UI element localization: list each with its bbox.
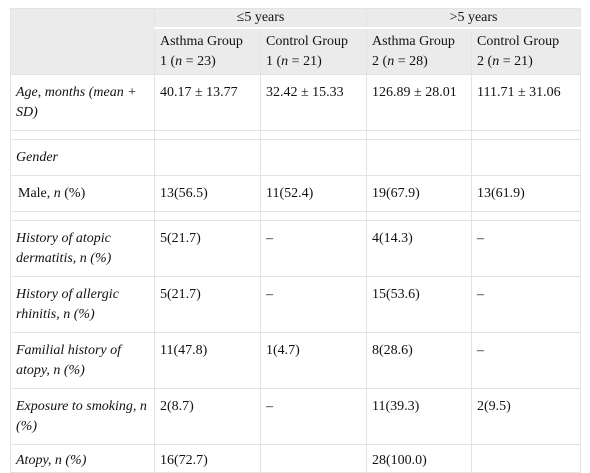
table-container: ≤5 years >5 years Asthma Group 1 (n = 23… (10, 8, 582, 473)
row-label-age: Age, months (mean + SD) (10, 73, 155, 131)
header-col-line1: Control Group (477, 34, 560, 49)
header-col-line2-suffix: = 28) (394, 54, 428, 69)
header-asthma-group-1: Asthma Group 1 (n = 23) (154, 27, 261, 75)
cell-at-control-1 (259, 443, 368, 473)
cell-sm-control-2: 2(9.5) (471, 387, 582, 445)
cell-ad-asthma-1: 5(21.7) (154, 219, 261, 277)
cell-age-control-2: 111.71 ± 31.06 (471, 73, 582, 131)
table-row-male: Male, n (%) 13(56.5) 11(52.4) 19(67.9) 1… (10, 174, 582, 212)
table-row-allergic-rhinitis: History of allergic rhinitis, n (%) 5(21… (10, 275, 582, 333)
header-col-n: n (175, 54, 183, 69)
table-body: Age, months (mean + SD) 40.17 ± 13.77 32… (10, 73, 582, 473)
header-col-n: n (281, 54, 289, 69)
cell-sm-asthma-1: 2(8.7) (154, 387, 261, 445)
cell-fa-asthma-2: 8(28.6) (366, 331, 473, 389)
spacer-cell (471, 210, 582, 221)
table-row-spacer (10, 129, 582, 140)
cell-fa-control-1: 1(4.7) (259, 331, 368, 389)
spacer-cell (154, 129, 261, 140)
cell-male-control-1: 11(52.4) (259, 174, 368, 212)
table-row-atopy: Atopy, n (%) 16(72.7) 28(100.0) (10, 443, 582, 473)
header-group-gt5: >5 years (366, 8, 582, 29)
header-col-line2-suffix: = 23) (182, 54, 216, 69)
header-col-line2-prefix: 1 ( (266, 54, 282, 69)
row-label-male: Male, n (%) (10, 174, 155, 212)
cell-empty (154, 138, 261, 176)
table-row-smoking: Exposure to smoking, n (%) 2(8.7) – 11(3… (10, 387, 582, 445)
cell-ar-asthma-1: 5(21.7) (154, 275, 261, 333)
cell-age-control-1: 32.42 ± 15.33 (259, 73, 368, 131)
table-row-gender: Gender (10, 138, 582, 176)
header-col-line2-suffix: = 21) (499, 54, 533, 69)
cell-empty (259, 138, 368, 176)
row-label-male-prefix: Male, (18, 185, 54, 201)
cell-male-asthma-1: 13(56.5) (154, 174, 261, 212)
header-control-group-1: Control Group 1 (n = 21) (259, 27, 368, 75)
row-label-male-n: n (53, 185, 61, 201)
spacer-cell (259, 210, 368, 221)
cell-ar-control-2: – (471, 275, 582, 333)
spacer-cell (10, 129, 155, 140)
cell-age-asthma-2: 126.89 ± 28.01 (366, 73, 473, 131)
cell-sm-control-1: – (259, 387, 368, 445)
spacer-cell (471, 129, 582, 140)
header-col-line2-prefix: 1 ( (160, 54, 176, 69)
cell-age-asthma-1: 40.17 ± 13.77 (154, 73, 261, 131)
cell-empty (471, 138, 582, 176)
header-col-line1: Asthma Group (160, 34, 243, 49)
header-row-groups: ≤5 years >5 years (10, 8, 582, 75)
table-row-age: Age, months (mean + SD) 40.17 ± 13.77 32… (10, 73, 582, 131)
spacer-cell (154, 210, 261, 221)
header-col-n: n (387, 54, 395, 69)
spacer-cell (366, 210, 473, 221)
table-row-spacer (10, 210, 582, 221)
cell-ad-control-2: – (471, 219, 582, 277)
spacer-cell (366, 129, 473, 140)
cell-fa-asthma-1: 11(47.8) (154, 331, 261, 389)
cell-at-asthma-2: 28(100.0) (366, 443, 473, 473)
cell-at-asthma-1: 16(72.7) (154, 443, 261, 473)
header-corner (10, 8, 155, 75)
cell-ar-asthma-2: 15(53.6) (366, 275, 473, 333)
cell-ar-control-1: – (259, 275, 368, 333)
header-col-line2-suffix: = 21) (288, 54, 322, 69)
cell-sm-asthma-2: 11(39.3) (366, 387, 473, 445)
spacer-cell (10, 210, 155, 221)
row-label-atopy: Atopy, n (%) (10, 443, 155, 473)
cell-at-control-2 (471, 443, 582, 473)
header-col-line1: Control Group (266, 34, 349, 49)
cell-empty (366, 138, 473, 176)
header-col-n: n (492, 54, 500, 69)
header-control-group-2: Control Group 2 (n = 21) (471, 27, 582, 75)
row-label-atopic-dermatitis: History of atopic dermatitis, n (%) (10, 219, 155, 277)
cell-fa-control-2: – (471, 331, 582, 389)
row-label-familial-atopy: Familial history of atopy, n (%) (10, 331, 155, 389)
spacer-cell (259, 129, 368, 140)
header-group-le5: ≤5 years (153, 8, 368, 29)
cell-male-asthma-2: 19(67.9) (366, 174, 473, 212)
table-row-atopic-dermatitis: History of atopic dermatitis, n (%) 5(21… (10, 219, 582, 277)
table-row-familial-atopy: Familial history of atopy, n (%) 11(47.8… (10, 331, 582, 389)
table-header: ≤5 years >5 years Asthma Group 1 (n = 23… (10, 8, 582, 75)
cell-ad-asthma-2: 4(14.3) (366, 219, 473, 277)
demographics-table: ≤5 years >5 years Asthma Group 1 (n = 23… (10, 8, 582, 473)
row-label-allergic-rhinitis: History of allergic rhinitis, n (%) (10, 275, 155, 333)
cell-ad-control-1: – (259, 219, 368, 277)
header-row-columns: Asthma Group 1 (n = 23) Control Group 1 … (11, 27, 582, 75)
header-col-line2-prefix: 2 ( (372, 54, 388, 69)
row-label-gender: Gender (10, 138, 155, 176)
header-col-line2-prefix: 2 ( (477, 54, 493, 69)
header-asthma-group-2: Asthma Group 2 (n = 28) (366, 27, 473, 75)
cell-male-control-2: 13(61.9) (471, 174, 582, 212)
header-col-line1: Asthma Group (372, 34, 455, 49)
row-label-male-suffix: (%) (60, 185, 86, 201)
row-label-smoking: Exposure to smoking, n (%) (10, 387, 155, 445)
